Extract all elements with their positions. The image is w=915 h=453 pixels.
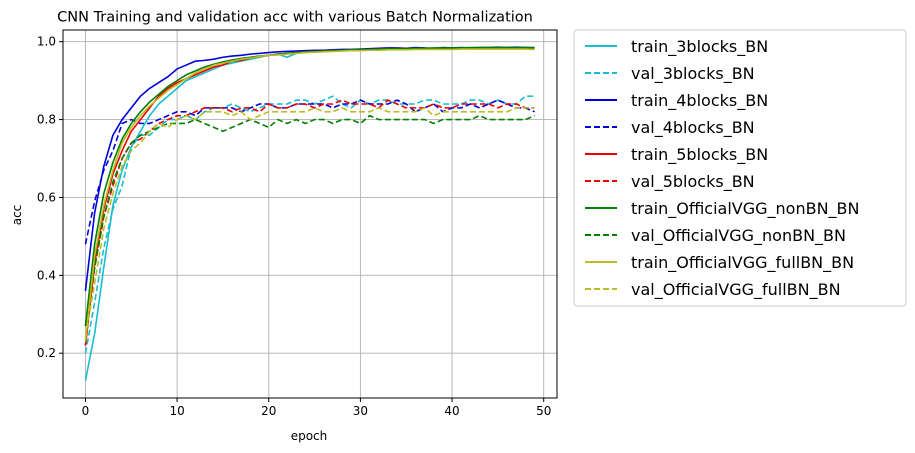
y-tick-label: 0.6 [37, 190, 56, 204]
x-tick-label: 10 [169, 404, 184, 418]
y-axis-label: acc [10, 205, 24, 226]
plot-frame [62, 29, 558, 399]
legend-label: val_4blocks_BN [631, 118, 755, 138]
legend-label: val_3blocks_BN [631, 64, 755, 84]
legend: train_3blocks_BN val_3blocks_BN train_4blo… [573, 29, 907, 307]
series-line-val-4blocks-bn [84, 99, 535, 245]
axes: 0 10 20 30 40 50 0.2 0.4 0.6 0.8 1.0 [37, 35, 551, 418]
series-line-val-3blocks-bn [84, 95, 535, 354]
legend-label: val_OfficialVGG_nonBN_BN [631, 226, 846, 246]
series-line-train-4blocks-bn [84, 46, 535, 292]
legend-label: val_OfficialVGG_fullBN_BN [631, 280, 841, 300]
x-tick-label: 20 [261, 404, 276, 418]
legend-frame [573, 29, 907, 307]
series-lines [84, 46, 535, 381]
legend-label: train_OfficialVGG_nonBN_BN [631, 199, 860, 219]
y-tick-label: 0.2 [37, 346, 56, 360]
x-tick-label: 30 [353, 404, 368, 418]
legend-label: train_4blocks_BN [631, 91, 768, 111]
y-tick-label: 1.0 [37, 35, 56, 49]
y-tick-label: 0.8 [37, 113, 56, 127]
series-line-val-officialvgg-fullbn-bn [84, 107, 535, 338]
series-line-val-5blocks-bn [84, 99, 535, 346]
series-line-val-officialvgg-nonbn-bn [84, 114, 535, 327]
x-tick-label: 50 [536, 404, 551, 418]
legend-label: train_5blocks_BN [631, 145, 768, 165]
chart-title: CNN Training and validation acc with var… [57, 10, 533, 26]
series-line-train-officialvgg-fullbn-bn [84, 48, 535, 342]
x-tick-label: 0 [82, 404, 90, 418]
y-tick-label: 0.4 [37, 268, 56, 282]
series-line-train-officialvgg-nonbn-bn [84, 46, 535, 327]
grid [63, 30, 557, 398]
legend-label: train_3blocks_BN [631, 37, 768, 57]
legend-label: val_5blocks_BN [631, 172, 755, 192]
x-axis-label: epoch [291, 429, 328, 443]
series-line-train-5blocks-bn [84, 47, 535, 346]
x-tick-label: 40 [444, 404, 459, 418]
legend-label: train_OfficialVGG_fullBN_BN [631, 253, 854, 273]
